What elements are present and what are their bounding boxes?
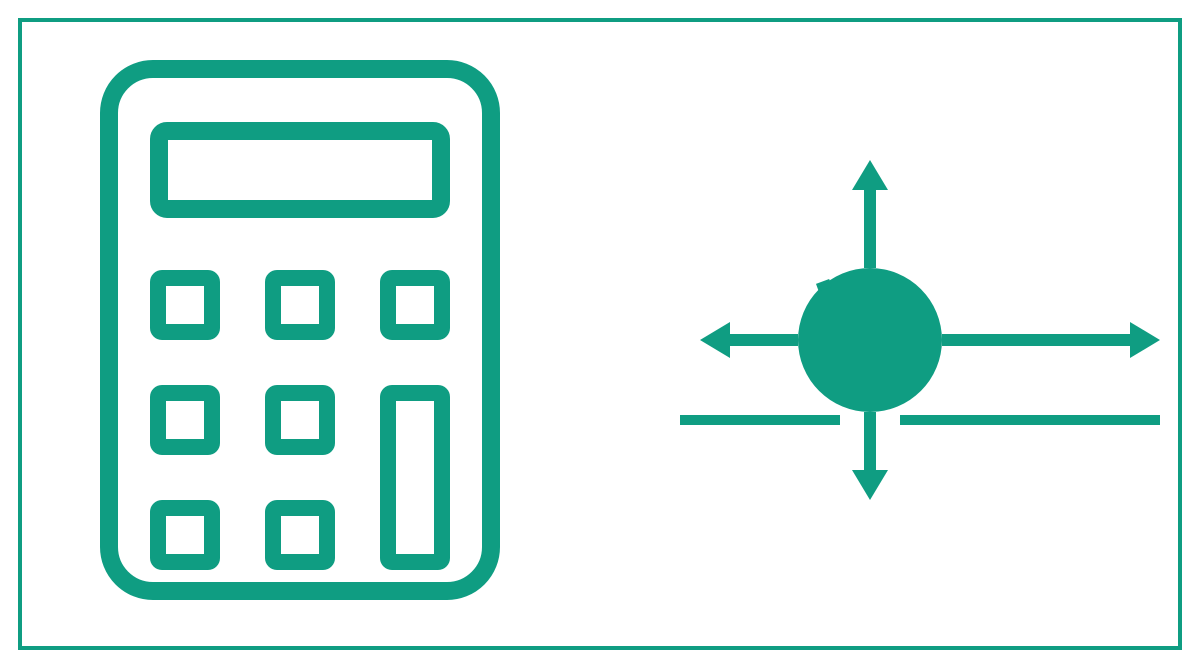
calculator-key-1 <box>273 278 327 332</box>
calculator-display <box>159 131 441 209</box>
calculator-key-4 <box>273 393 327 447</box>
arrow-right-head <box>1130 322 1160 358</box>
calculator-key-0 <box>158 278 212 332</box>
calculator-key-2 <box>388 278 442 332</box>
calculator-key-5 <box>158 508 212 562</box>
calculator-key-6 <box>273 508 327 562</box>
arrow-up-head <box>852 160 888 190</box>
move-arrows-icon <box>620 120 1180 560</box>
arrow-left-head <box>700 322 730 358</box>
arrow-down-head <box>852 470 888 500</box>
canvas <box>0 0 1200 668</box>
calculator-icon <box>100 60 500 600</box>
calculator-key-3 <box>158 393 212 447</box>
calculator-key-tall <box>388 393 442 562</box>
